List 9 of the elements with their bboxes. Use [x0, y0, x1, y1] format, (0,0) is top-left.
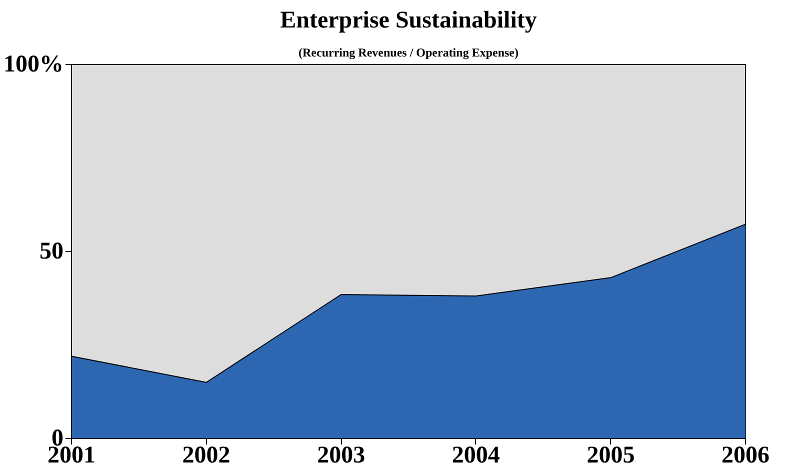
- chart-subtitle: (Recurring Revenues / Operating Expense): [298, 46, 518, 60]
- x-tick-label: 2003: [317, 442, 366, 468]
- x-tick-label: 2006: [722, 442, 770, 468]
- y-tick-label: 50: [40, 238, 64, 264]
- x-tick-label: 2005: [586, 442, 635, 468]
- x-tick-label: 2004: [452, 442, 500, 468]
- chart-title: Enterprise Sustainability: [280, 8, 537, 34]
- y-tick-label: 100%: [4, 52, 64, 78]
- x-tick-label: 2002: [182, 442, 230, 468]
